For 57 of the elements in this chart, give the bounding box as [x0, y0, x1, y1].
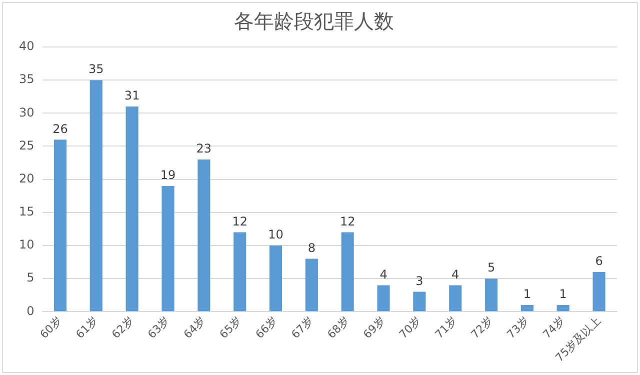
- data-label: 4: [452, 267, 460, 282]
- bar: [556, 305, 570, 312]
- bar: [305, 258, 318, 312]
- data-label: 12: [232, 214, 248, 228]
- x-tick-label: 69岁: [360, 314, 388, 342]
- bar: [413, 292, 426, 312]
- y-tick-label: 5: [26, 270, 34, 285]
- data-label: 12: [340, 214, 356, 228]
- data-label: 19: [160, 168, 176, 182]
- bar: [484, 278, 498, 312]
- data-label: 5: [487, 260, 496, 275]
- y-tick-label: 35: [18, 72, 34, 86]
- y-tick-label: 25: [18, 138, 34, 152]
- x-tick-label: 73岁: [504, 314, 532, 342]
- x-tick-label: 72岁: [468, 314, 496, 342]
- y-tick-label: 40: [18, 39, 34, 54]
- data-label: 8: [308, 240, 316, 255]
- bar: [520, 305, 534, 312]
- x-tick-label: 74岁: [540, 314, 568, 342]
- bar: [198, 159, 210, 312]
- bar: [54, 140, 67, 312]
- x-tick-label: 62岁: [109, 314, 136, 342]
- data-label: 31: [124, 88, 140, 103]
- bar: [90, 80, 102, 312]
- y-tick-label: 10: [18, 238, 34, 252]
- x-tick-label: 64岁: [181, 314, 208, 342]
- chart-title: 各年龄段犯罪人数: [234, 9, 394, 34]
- data-label: 3: [416, 274, 424, 288]
- data-label: 35: [88, 62, 104, 76]
- data-label: 23: [196, 142, 212, 156]
- x-tick-label: 60岁: [38, 314, 64, 342]
- bar: [126, 106, 138, 312]
- bar: [377, 285, 390, 312]
- y-tick-label: 20: [18, 171, 34, 186]
- y-tick-label: 30: [18, 105, 34, 120]
- x-tick-label: 67岁: [288, 314, 316, 342]
- x-tick-label: 61岁: [73, 314, 100, 342]
- data-label: 1: [559, 287, 567, 302]
- bar: [162, 186, 174, 312]
- data-label: 1: [523, 287, 532, 302]
- y-tick-label: 15: [18, 204, 34, 219]
- data-label: 6: [595, 254, 603, 268]
- x-tick-label: 65岁: [217, 314, 244, 342]
- bar: [269, 245, 282, 312]
- x-tick-label: 70岁: [396, 314, 424, 342]
- bar: [341, 232, 354, 312]
- x-tick-label: 71岁: [432, 314, 460, 342]
- data-label: 10: [268, 228, 284, 242]
- x-tick-label: 63岁: [145, 314, 172, 342]
- x-tick-label: 66岁: [253, 314, 280, 342]
- bar: [234, 232, 246, 312]
- bar: [592, 272, 606, 312]
- x-tick-label: 68岁: [324, 314, 352, 342]
- data-label: 26: [52, 122, 68, 136]
- data-label: 4: [380, 267, 388, 282]
- y-tick-label: 0: [26, 304, 34, 318]
- bar: [449, 285, 462, 312]
